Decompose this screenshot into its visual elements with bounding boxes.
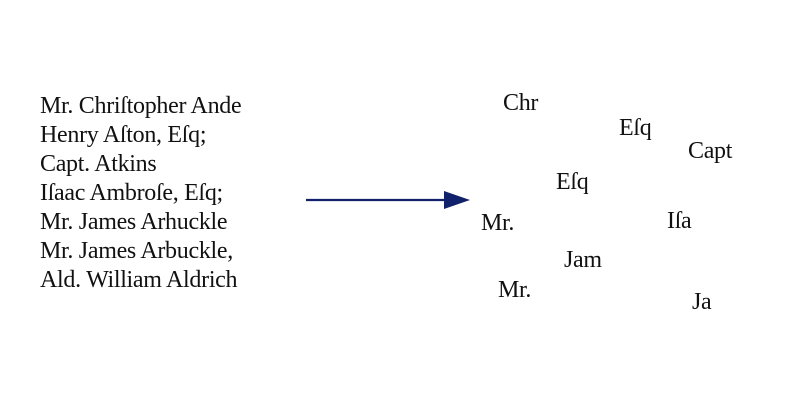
fragment-mr-left: Mr. [481, 210, 515, 236]
name-line-6: Mr. James Arbuckle, [40, 238, 233, 264]
name-line-7: Ald. William Aldrich [40, 267, 238, 293]
fragment-capt: Capt [688, 138, 733, 164]
name-line-2: Henry Aſton, Eſq; [40, 122, 207, 148]
name-list: Mr. Chriſtopher Ande Henry Aſton, Eſq; C… [40, 92, 272, 306]
fragment-jam: Jam [564, 247, 602, 273]
fragment-isa: Iſa [667, 208, 692, 234]
fragment-mr-bottom: Mr. [498, 277, 532, 303]
name-line-5: Mr. James Arhuckle [40, 209, 228, 235]
name-line-4: Iſaac Ambroſe, Eſq; [40, 180, 223, 206]
fragment-chr: Chr [503, 90, 539, 116]
name-line-3: Capt. Atkins [40, 151, 157, 177]
right-arrow-icon [306, 191, 470, 209]
transform-arrow [306, 188, 470, 212]
fragment-esq-top: Eſq [619, 115, 652, 141]
name-line-1: Mr. Chriſtopher Ande [40, 93, 242, 119]
fragment-esq-mid: Eſq [556, 169, 589, 195]
fragment-ja-right: Ja [692, 289, 712, 315]
